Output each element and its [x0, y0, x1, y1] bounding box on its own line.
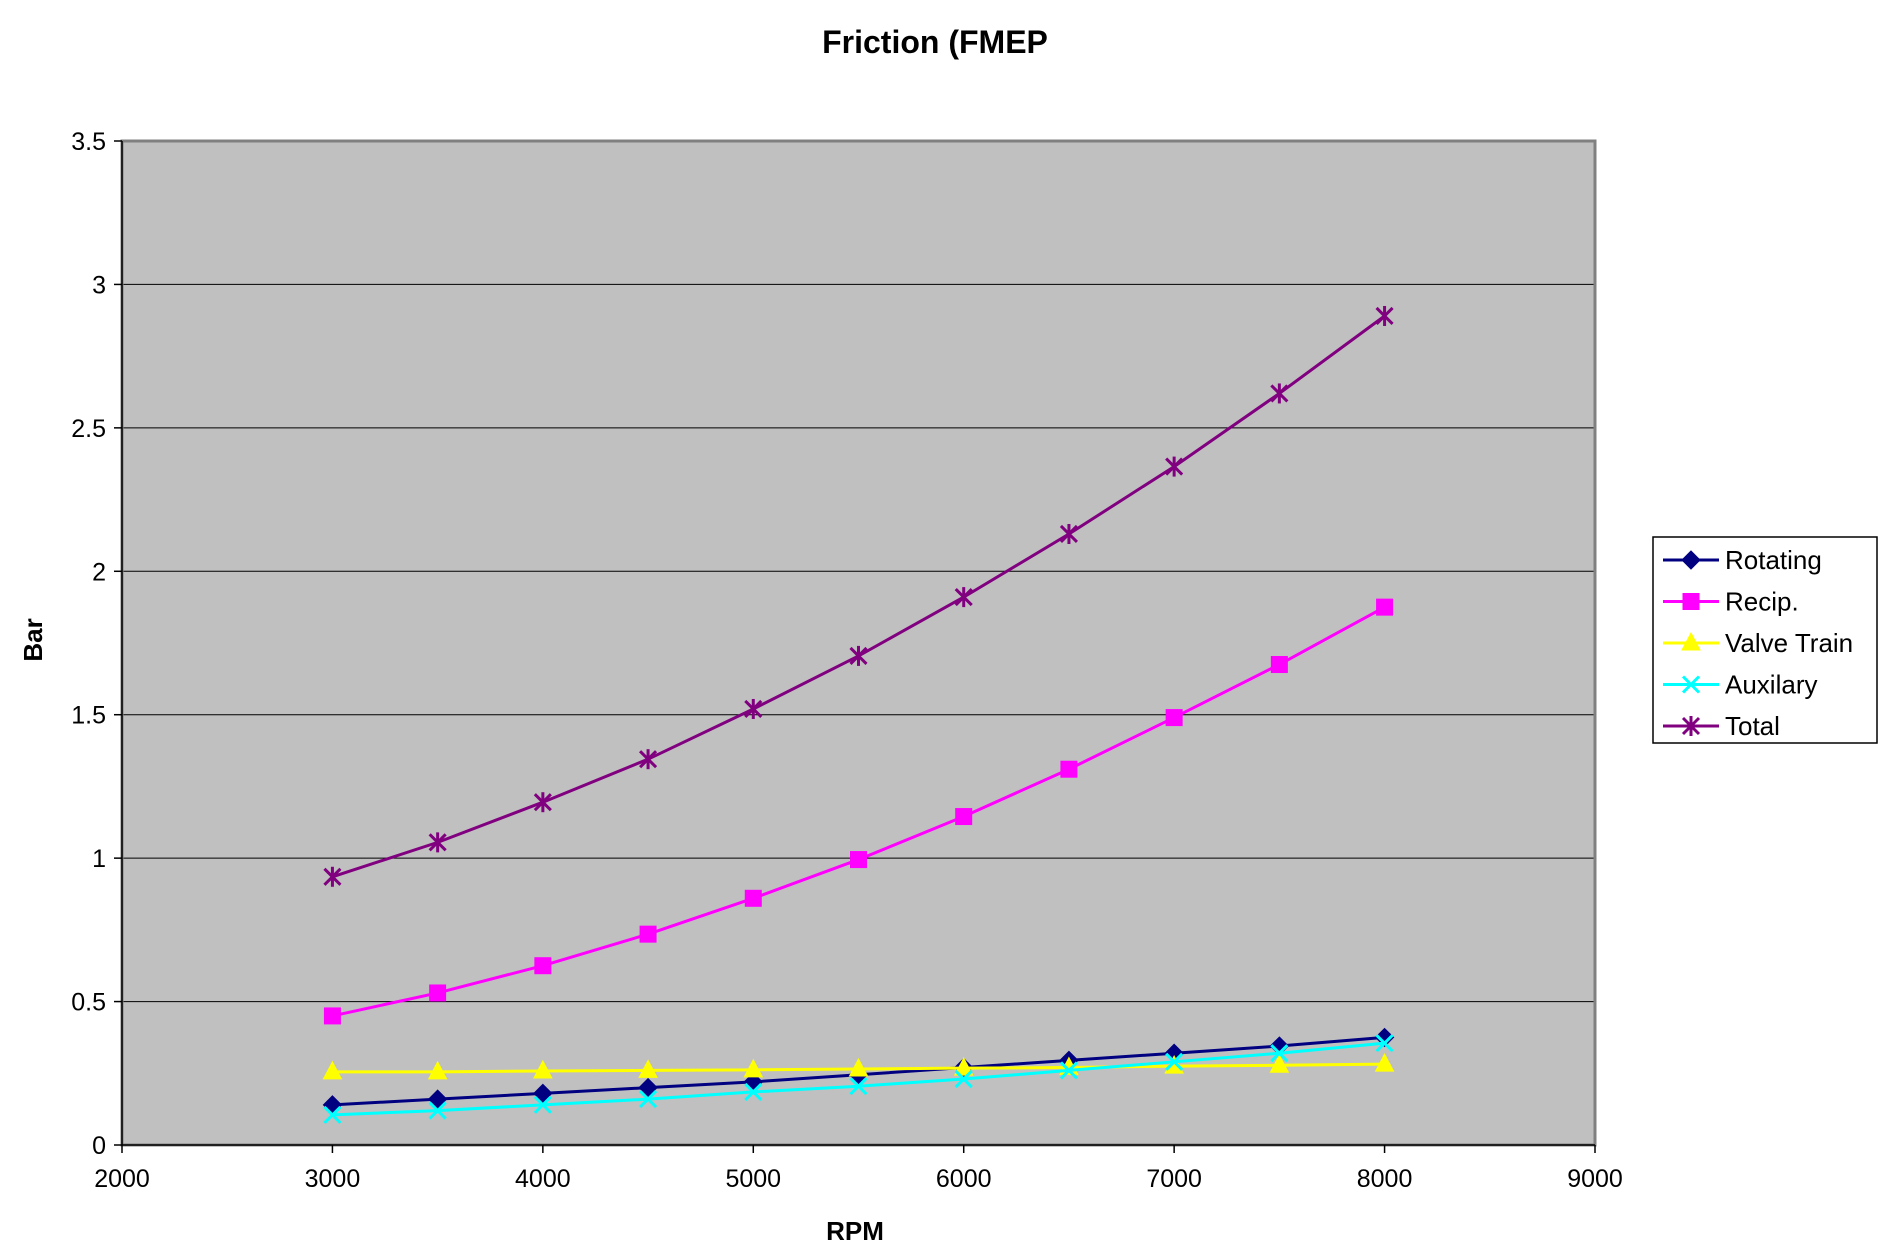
x-tick-label: 9000	[1567, 1165, 1623, 1193]
data-point	[533, 1059, 553, 1079]
data-point	[953, 1057, 974, 1076]
data-point	[1060, 760, 1078, 778]
data-point	[638, 1059, 658, 1078]
data-point	[638, 1077, 658, 1098]
y-tick-label: 0.5	[71, 989, 106, 1017]
data-point	[323, 1105, 342, 1124]
series-total	[323, 305, 1394, 887]
x-tick-label: 6000	[936, 1165, 992, 1193]
data-point	[1270, 1044, 1289, 1063]
data-point	[743, 1058, 764, 1078]
y-tick-label: 1.5	[71, 702, 106, 730]
plot-area	[122, 141, 1595, 1145]
data-point	[954, 587, 973, 608]
x-tick-label: 2000	[94, 1165, 150, 1193]
data-point	[639, 925, 657, 943]
data-point	[1375, 1034, 1394, 1053]
x-tick-label: 7000	[1146, 1165, 1202, 1193]
y-tick-label: 3.5	[71, 128, 106, 156]
data-point	[850, 851, 867, 869]
x-axis-title: RPM	[826, 1216, 884, 1246]
data-point	[1059, 523, 1078, 544]
x-tick-label: 3000	[305, 1165, 361, 1193]
data-point	[1375, 305, 1394, 326]
legend-label: Auxilary	[1725, 670, 1817, 700]
legend-label: Valve Train	[1725, 628, 1853, 658]
series-recip	[323, 598, 1394, 1025]
y-tick-label: 1	[92, 845, 106, 873]
legend-marker	[1681, 550, 1701, 570]
data-point	[323, 1007, 341, 1025]
legend-marker	[1681, 675, 1701, 694]
data-point	[1269, 1054, 1290, 1073]
x-tick-label: 5000	[725, 1165, 781, 1193]
data-point	[1270, 383, 1289, 404]
data-point	[1165, 1052, 1184, 1071]
data-point	[427, 1089, 448, 1109]
legend-marker	[1681, 716, 1701, 736]
legend-label: Recip.	[1725, 587, 1799, 617]
y-tick-label: 3	[92, 271, 106, 299]
data-point	[427, 1060, 448, 1080]
y-axis-ticks: 0 0.5 1 1.5 2 2.5 3 3.5	[71, 128, 122, 1160]
data-point	[323, 866, 342, 887]
y-tick-label: 0	[92, 1132, 106, 1160]
data-point	[534, 957, 552, 975]
y-tick-label: 2.5	[71, 415, 106, 443]
data-point	[1374, 1027, 1395, 1048]
data-point	[1270, 656, 1288, 674]
x-axis-ticks: 2000 3000 4000 5000 6000 7000 8000 9000	[94, 1145, 1623, 1193]
legend-item: Auxilary	[1663, 670, 1817, 700]
legend-item: Recip.	[1663, 587, 1799, 617]
legend-label: Rotating	[1725, 545, 1822, 575]
data-point	[744, 1082, 763, 1101]
legend-item: Total	[1663, 711, 1780, 741]
legend-label: Total	[1725, 711, 1780, 741]
data-point	[848, 1057, 869, 1077]
legend: Rotating Recip. Valve Train Auxilary Total	[1652, 536, 1878, 744]
data-point	[533, 1083, 553, 1104]
legend-marker	[1681, 631, 1701, 651]
data-point	[322, 1060, 343, 1080]
data-point	[849, 645, 868, 666]
x-tick-label: 4000	[515, 1165, 571, 1193]
data-point	[1165, 456, 1184, 477]
legend-item: Rotating	[1663, 545, 1822, 575]
legend-item: Valve Train	[1663, 628, 1853, 658]
data-point	[849, 1077, 868, 1096]
data-point	[955, 808, 973, 826]
x-tick-label: 8000	[1357, 1165, 1413, 1193]
data-point	[1376, 598, 1394, 616]
data-point	[428, 1101, 447, 1120]
legend-marker	[1682, 593, 1700, 610]
series-layer	[322, 305, 1395, 1124]
series-auxilary	[323, 1034, 1394, 1124]
series-valve-train	[322, 1053, 1395, 1080]
y-axis-title: Bar	[18, 618, 48, 661]
chart-title: Friction (FMEP	[822, 24, 1048, 60]
data-point	[639, 749, 658, 770]
data-point	[428, 832, 447, 853]
data-point	[1059, 1061, 1078, 1080]
data-point	[744, 889, 762, 907]
data-point	[429, 984, 447, 1002]
y-tick-label: 2	[92, 558, 106, 586]
data-point	[1374, 1053, 1395, 1072]
data-point	[1165, 709, 1183, 727]
data-point	[533, 1095, 552, 1114]
data-point	[744, 698, 763, 719]
axes	[121, 141, 1595, 1146]
data-point	[639, 1090, 658, 1109]
data-point	[954, 1069, 973, 1089]
data-point	[533, 792, 552, 813]
